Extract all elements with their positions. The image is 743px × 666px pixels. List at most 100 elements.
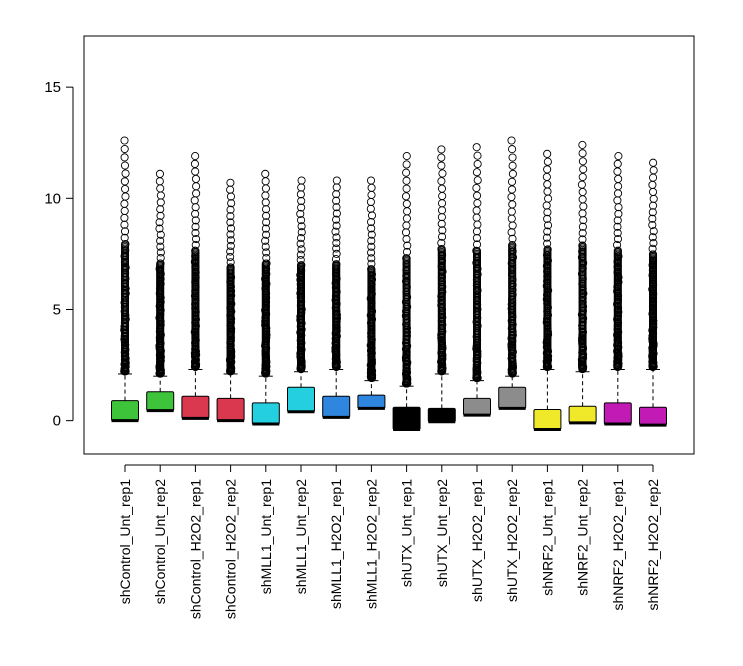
x-tick-label: shNRF2_H2O2_rep1: [610, 479, 626, 611]
outlier-point: [332, 183, 341, 192]
outlier-point: [613, 167, 622, 176]
outlier-point: [155, 218, 164, 227]
outlier-point: [508, 169, 517, 178]
outlier-point: [120, 161, 130, 170]
outlier-point: [402, 160, 411, 169]
outlier-point: [438, 226, 447, 235]
outlier-point: [262, 218, 271, 227]
outlier-point: [543, 149, 552, 158]
outlier-point: [401, 192, 411, 201]
outlier-point: [473, 220, 482, 229]
x-tick-label: shMLL1_Unt_rep2: [293, 479, 309, 594]
outlier-point: [226, 218, 235, 227]
outlier-point: [332, 215, 341, 224]
outlier-point: [437, 238, 446, 248]
outlier-point: [543, 208, 552, 217]
outlier-point: [297, 176, 306, 185]
x-tick-label: shNRF2_Unt_rep2: [575, 479, 591, 596]
outlier-point: [262, 205, 271, 214]
outlier-point: [507, 185, 517, 194]
outlier-point: [542, 172, 551, 181]
outlier-point: [613, 189, 623, 198]
outlier-point: [648, 233, 657, 242]
outlier-point: [473, 151, 482, 160]
outlier-point: [437, 153, 446, 162]
box: [498, 386, 527, 409]
outlier-point: [649, 201, 658, 210]
outlier-point: [507, 207, 516, 216]
outlier-point: [192, 182, 201, 191]
outlier-point: [508, 221, 517, 230]
outlier-point: [121, 192, 130, 201]
outlier-point: [261, 191, 270, 200]
outlier-point: [332, 176, 341, 185]
box: [463, 397, 491, 416]
outlier-point: [192, 234, 201, 244]
outlier-point: [579, 202, 588, 211]
box: [427, 407, 456, 423]
outlier-point: [367, 190, 376, 199]
outlier-point: [296, 255, 305, 265]
outlier-point: [543, 227, 552, 236]
box-group: [427, 145, 456, 424]
x-tick-label: shUTX_Unt_rep2: [434, 479, 450, 587]
outlier-point: [366, 197, 375, 206]
outlier-point: [226, 252, 235, 262]
outlier-point: [508, 145, 517, 154]
outlier-point: [542, 201, 551, 210]
y-tick-label: 10: [44, 190, 61, 207]
box: [392, 406, 421, 431]
box: [216, 397, 245, 422]
outlier-point: [578, 241, 587, 250]
outlier-point: [366, 204, 375, 213]
box: [287, 386, 315, 413]
outlier-point: [120, 206, 129, 215]
outlier-point: [297, 196, 306, 206]
outlier-point: [648, 214, 657, 223]
outlier-point: [613, 196, 622, 205]
outlier-point: [156, 236, 165, 245]
outlier-point: [578, 172, 587, 182]
outlier-point: [578, 209, 587, 218]
outlier-point: [543, 157, 552, 166]
box: [251, 402, 280, 425]
outlier-point: [401, 228, 411, 237]
outlier-point: [297, 245, 306, 254]
outlier-point: [155, 177, 164, 186]
outlier-point: [507, 228, 516, 237]
outlier-point: [438, 169, 447, 178]
box: [111, 400, 139, 422]
outlier-point: [578, 157, 587, 166]
outlier-point: [367, 183, 376, 192]
outlier-point: [120, 136, 129, 145]
outlier-point: [120, 227, 130, 236]
outlier-point: [473, 191, 482, 200]
outlier-point: [156, 205, 165, 214]
outlier-point: [191, 174, 200, 183]
outlier-point: [437, 161, 446, 170]
outlier-point: [508, 161, 517, 170]
outlier-point: [402, 254, 411, 263]
y-tick-label: 15: [44, 79, 61, 96]
outlier-point: [507, 136, 516, 145]
x-tick-label: shUTX_Unt_rep1: [399, 479, 415, 587]
outlier-point: [578, 149, 587, 158]
box-group: [463, 143, 491, 417]
outlier-point: [578, 229, 587, 238]
outlier-point: [156, 184, 165, 193]
outlier-point: [649, 239, 658, 248]
outlier-point: [403, 207, 412, 216]
box-group: [639, 158, 667, 427]
outlier-point: [649, 227, 658, 236]
outlier-point: [578, 140, 587, 149]
box: [533, 409, 562, 431]
box-group: [357, 176, 386, 410]
box: [181, 395, 210, 419]
outlier-point: [226, 236, 235, 245]
outlier-point: [226, 205, 235, 214]
outlier-point: [472, 246, 482, 256]
outlier-point: [226, 230, 235, 239]
outlier-point: [472, 206, 481, 215]
x-tick-label: shUTX_H2O2_rep1: [469, 479, 485, 602]
outlier-point: [507, 214, 516, 223]
